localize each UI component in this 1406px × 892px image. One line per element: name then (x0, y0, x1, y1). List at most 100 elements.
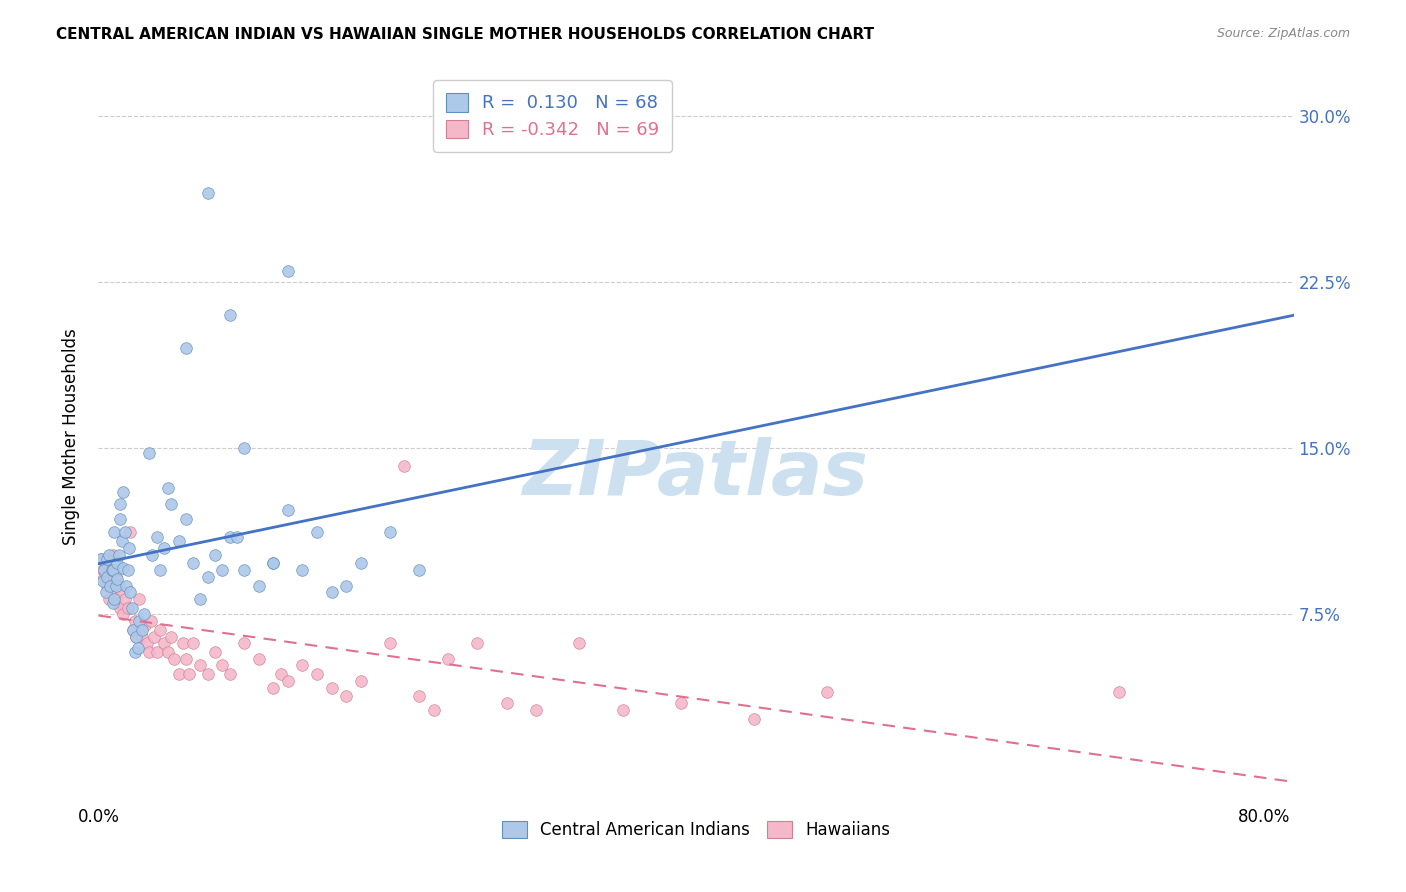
Point (138, 445, 160, 459)
Point (93, 563, 115, 577)
Point (98, 578, 121, 592)
Point (181, 636, 204, 650)
Point (197, 667, 219, 681)
Point (105, 596, 128, 610)
Point (335, 690, 357, 704)
Point (97, 591, 120, 606)
Point (127, 640, 149, 655)
Point (111, 585, 134, 599)
Point (101, 548, 124, 562)
Point (111, 534, 134, 549)
Point (495, 696, 517, 710)
Point (218, 530, 240, 544)
Point (233, 636, 256, 650)
Point (211, 658, 233, 673)
Point (247, 578, 270, 592)
Point (121, 600, 143, 615)
Point (96, 552, 118, 566)
Point (177, 667, 200, 681)
Point (321, 585, 343, 599)
Point (125, 630, 148, 644)
Point (101, 563, 124, 577)
Point (139, 614, 162, 628)
Point (100, 563, 122, 577)
Point (568, 636, 591, 650)
Point (291, 658, 314, 673)
Point (145, 530, 167, 544)
Point (108, 578, 131, 592)
Point (174, 342, 197, 356)
Point (97, 548, 120, 562)
Point (100, 574, 122, 589)
Point (262, 681, 284, 695)
Point (524, 703, 547, 717)
Point (157, 645, 180, 659)
Point (437, 651, 460, 665)
Point (190, 591, 212, 606)
Point (291, 563, 314, 577)
Point (145, 645, 167, 659)
Point (149, 623, 172, 637)
Point (103, 525, 125, 540)
Point (112, 561, 135, 575)
Point (96, 570, 118, 584)
Point (190, 658, 212, 673)
Point (96, 578, 118, 592)
Point (262, 557, 284, 571)
Point (117, 563, 139, 577)
Point (93, 570, 115, 584)
Point (350, 557, 373, 571)
Point (160, 497, 183, 511)
Point (305, 525, 328, 540)
Point (98, 563, 121, 577)
Point (94, 585, 117, 599)
Point (408, 690, 430, 704)
Point (124, 614, 146, 628)
Point (172, 636, 194, 650)
Point (131, 623, 153, 637)
Point (105, 557, 128, 571)
Point (408, 563, 430, 577)
Point (142, 630, 165, 644)
Point (104, 578, 127, 592)
Point (94, 557, 117, 571)
Point (91, 574, 114, 589)
Point (114, 591, 136, 606)
Point (174, 651, 197, 665)
Point (197, 570, 219, 584)
Point (128, 591, 150, 606)
Point (174, 512, 197, 526)
Point (153, 636, 176, 650)
Point (105, 572, 128, 586)
Point (141, 548, 163, 562)
Point (120, 585, 142, 599)
Point (112, 607, 135, 622)
Point (197, 186, 219, 201)
Point (321, 681, 343, 695)
Point (350, 673, 373, 688)
Point (211, 563, 233, 577)
Point (467, 636, 489, 650)
Point (378, 525, 401, 540)
Point (233, 441, 256, 455)
Point (233, 563, 256, 577)
Point (132, 607, 155, 622)
Point (378, 636, 401, 650)
Point (90, 552, 112, 566)
Point (134, 618, 156, 632)
Point (112, 485, 135, 500)
Point (149, 563, 172, 577)
Point (108, 548, 131, 562)
Point (157, 481, 180, 495)
Point (218, 308, 240, 322)
Point (117, 600, 139, 615)
Point (204, 645, 226, 659)
Point (153, 541, 176, 555)
Point (135, 636, 157, 650)
Point (225, 530, 247, 544)
Text: Source: ZipAtlas.com: Source: ZipAtlas.com (1216, 27, 1350, 40)
Point (104, 570, 127, 584)
Point (114, 525, 136, 540)
Point (247, 651, 270, 665)
Point (218, 667, 240, 681)
